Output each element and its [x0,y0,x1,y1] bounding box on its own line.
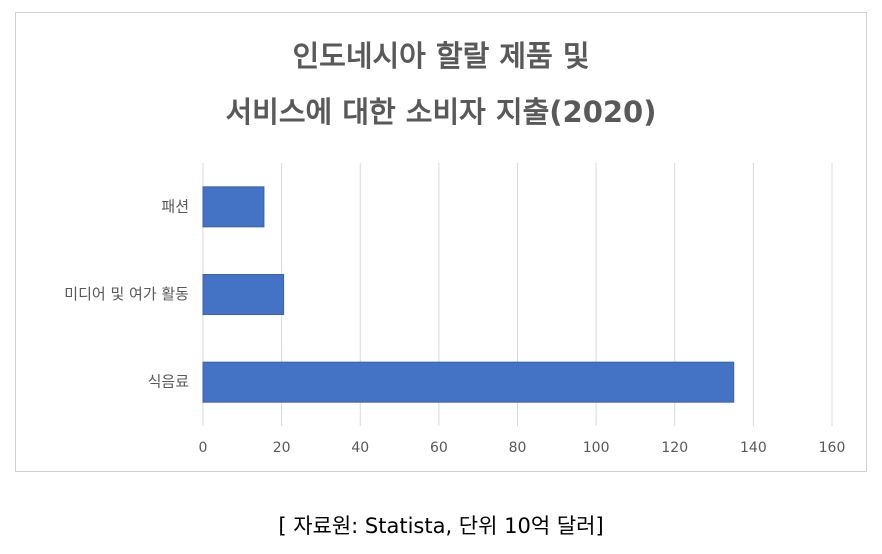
y-tick-label: 식음료 [148,373,190,391]
x-tick-label: 60 [430,440,448,456]
y-tick-label: 패션 [161,197,189,215]
x-tick-label: 80 [509,440,527,456]
bar [202,361,735,403]
chart-title: 인도네시아 할랄 제품 및 [292,39,589,73]
chart-title: 서비스에 대한 소비자 지출(2020) [226,95,657,129]
bar [202,186,265,228]
x-tick-label: 140 [740,440,767,456]
y-tick-label: 미디어 및 여가 활동 [64,285,189,303]
caption: [ 자료원: Statista, 단위 10억 달러] [278,514,603,538]
x-tick-label: 20 [273,440,291,456]
x-tick-label: 0 [199,440,208,456]
x-tick-label: 120 [661,440,688,456]
bar [202,274,285,315]
x-tick-label: 40 [351,440,369,456]
x-tick-label: 160 [819,440,846,456]
x-tick-label: 100 [583,440,610,456]
